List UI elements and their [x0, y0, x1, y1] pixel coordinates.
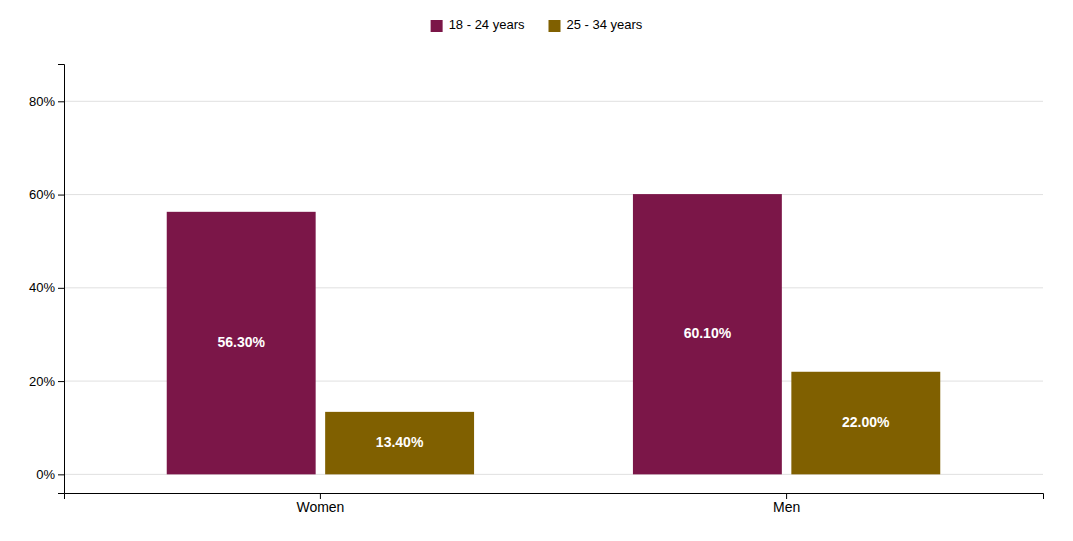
x-tick-label: Men — [773, 499, 800, 515]
y-tick-mark — [58, 101, 64, 102]
y-tick-mark — [58, 474, 64, 475]
y-tick-label: 80% — [29, 94, 55, 109]
y-tick: 0% — [36, 467, 64, 482]
y-tick: 80% — [29, 94, 64, 109]
x-tick-label: Women — [296, 499, 344, 515]
bar — [633, 194, 782, 474]
x-tick: Men — [773, 493, 800, 515]
x-tick: Women — [296, 493, 344, 515]
y-tick: 60% — [29, 187, 64, 202]
y-tick-mark — [58, 288, 64, 289]
y-tick-mark — [58, 381, 64, 382]
data-label: 56.30% — [217, 334, 265, 350]
legend: 18 - 24 years 25 - 34 years — [431, 17, 643, 32]
y-tick: 20% — [29, 374, 64, 389]
y-tick-label: 20% — [29, 374, 55, 389]
chart-container: 0% 20% 40% 60% 80% Women Men 56.30% 60.10% 13.40%… — [0, 0, 1073, 541]
legend-item: 25 - 34 years — [549, 17, 643, 32]
data-label: 22.00% — [842, 414, 890, 430]
bar — [167, 212, 316, 475]
legend-swatch — [431, 20, 443, 32]
bars — [167, 194, 941, 474]
data-label: 13.40% — [376, 434, 424, 450]
chart-svg: 0% 20% 40% 60% 80% Women Men 56.30% 60.10% 13.40%… — [0, 0, 1073, 541]
grid-line — [64, 194, 1043, 195]
y-tick-label: 40% — [29, 280, 55, 295]
x-axis-line — [65, 494, 1044, 500]
x-axis: Women Men — [65, 493, 1044, 515]
grid-line — [64, 101, 1043, 102]
data-label: 60.10% — [684, 325, 732, 341]
y-tick-label: 60% — [29, 187, 55, 202]
y-tick: 40% — [29, 280, 64, 295]
legend-swatch — [549, 20, 561, 32]
bar-series — [167, 194, 782, 474]
y-tick-label: 0% — [36, 467, 55, 482]
bar — [325, 412, 474, 474]
y-axis: 0% 20% 40% 60% 80% — [29, 65, 65, 494]
bar-series — [325, 372, 940, 475]
legend-label: 25 - 34 years — [567, 17, 643, 32]
legend-item: 18 - 24 years — [431, 17, 525, 32]
y-axis-line — [58, 65, 65, 494]
data-labels: 56.30% 60.10% 13.40% 22.00% — [217, 325, 890, 450]
grid — [64, 101, 1043, 474]
bar — [791, 372, 940, 475]
legend-label: 18 - 24 years — [449, 17, 525, 32]
y-tick-mark — [58, 195, 64, 196]
